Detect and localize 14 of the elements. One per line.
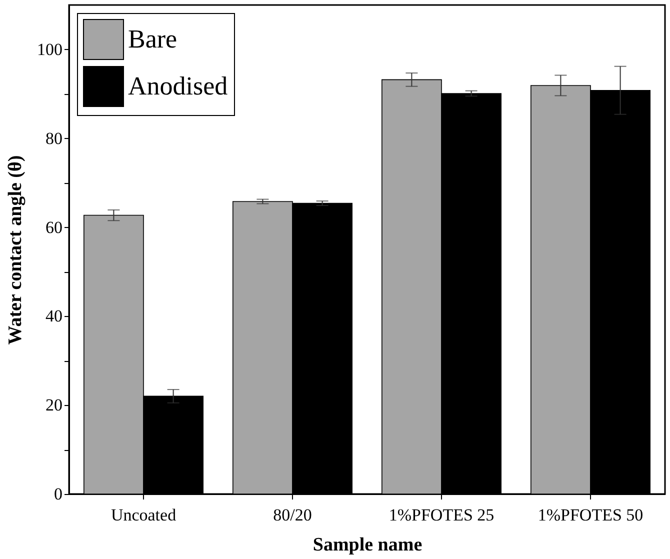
y-axis-title: Water contact angle (θ) xyxy=(5,155,26,345)
y-tick-label: 40 xyxy=(46,306,62,326)
legend-label: Anodised xyxy=(128,72,228,100)
y-tick-label: 100 xyxy=(37,40,62,59)
y-tick-label: 0 xyxy=(54,484,62,504)
x-tick-label: Uncoated xyxy=(110,506,177,524)
y-tick-label: 20 xyxy=(46,396,62,415)
x-tick-label: 1%PFOTES 25 xyxy=(388,506,494,524)
x-tick-label: 80/20 xyxy=(273,506,312,524)
y-tick-label: 60 xyxy=(46,218,62,237)
x-axis-title: Sample name xyxy=(312,534,422,556)
y-tick-label: 80 xyxy=(46,128,62,148)
legend-label: Bare xyxy=(128,24,178,54)
x-tick-label: 1%PFOTES 50 xyxy=(538,506,644,524)
